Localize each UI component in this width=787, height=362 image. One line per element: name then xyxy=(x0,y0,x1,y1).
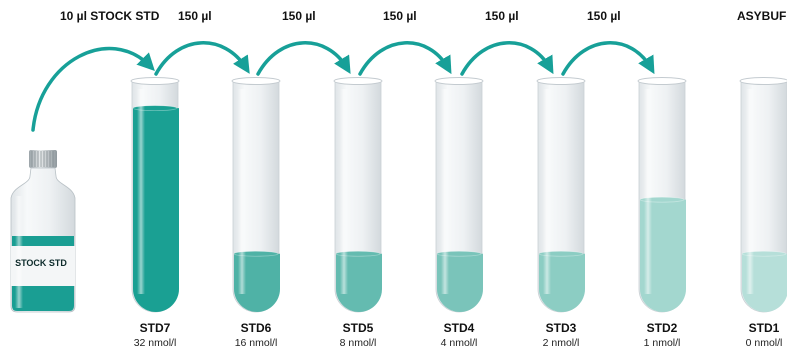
tube-rim xyxy=(739,77,787,85)
tube-std1 xyxy=(739,77,787,313)
tube-conc-std1: 0 nmol/l xyxy=(745,337,783,349)
tube-rim xyxy=(434,77,484,85)
tube-conc-std4: 4 nmol/l xyxy=(440,337,478,349)
tube-std5 xyxy=(333,77,383,313)
tube-std7 xyxy=(130,77,180,313)
tube-name-std5: STD5 xyxy=(342,321,374,335)
tube-rim xyxy=(536,77,586,85)
tube-shine xyxy=(137,89,145,294)
tube-shine xyxy=(238,89,246,294)
arrow-stock-to-std7 xyxy=(31,46,155,132)
transfer-label-2: 150 µl xyxy=(282,9,316,23)
transfer-label-4: 150 µl xyxy=(485,9,519,23)
tube-rim xyxy=(130,77,180,85)
tube-conc-std2: 1 nmol/l xyxy=(643,337,681,349)
tube-name-std2: STD2 xyxy=(646,321,678,335)
transfer-label-5: 150 µl xyxy=(587,9,621,23)
tube-rim xyxy=(333,77,383,85)
arrow-std5-to-std4 xyxy=(358,41,452,76)
tube-name-std4: STD4 xyxy=(443,321,475,335)
tube-name-std7: STD7 xyxy=(139,321,171,335)
tube-conc-std5: 8 nmol/l xyxy=(339,337,377,349)
stock-bottle xyxy=(10,150,76,313)
stock-transfer-label: 10 µl STOCK STD xyxy=(60,9,160,23)
tube-shine xyxy=(746,89,754,294)
bottle-cap-ridges xyxy=(31,151,54,167)
tube-conc-std3: 2 nmol/l xyxy=(542,337,580,349)
tube-shine xyxy=(441,89,449,294)
tube-name-std6: STD6 xyxy=(240,321,272,335)
transfer-label-3: 150 µl xyxy=(383,9,417,23)
tube-conc-std6: 16 nmol/l xyxy=(234,337,278,349)
transfer-arrows xyxy=(31,41,655,132)
tube-shine xyxy=(543,89,551,294)
tube-shine xyxy=(644,89,652,294)
tube-rim xyxy=(231,77,281,85)
tube-std3 xyxy=(536,77,586,313)
tube-rim xyxy=(637,77,687,85)
bottle-label-text: STOCK STD xyxy=(15,258,67,268)
arrow-std3-to-std2 xyxy=(561,41,655,76)
tube-std2 xyxy=(637,77,687,313)
tube-name-std1: STD1 xyxy=(748,321,780,335)
buffer-label: ASYBUF xyxy=(737,9,787,23)
tube-name-std3: STD3 xyxy=(545,321,577,335)
tube-std4 xyxy=(434,77,484,313)
arrow-std4-to-std3 xyxy=(460,41,554,76)
arrow-std7-to-std6 xyxy=(154,41,250,76)
arrow-std6-to-std5 xyxy=(256,41,351,76)
tube-shine xyxy=(340,89,348,294)
tube-conc-std7: 32 nmol/l xyxy=(133,337,177,349)
test-tubes xyxy=(130,77,787,313)
bottle-shine xyxy=(15,196,23,308)
tube-std6 xyxy=(231,77,281,313)
transfer-label-1: 150 µl xyxy=(178,9,212,23)
